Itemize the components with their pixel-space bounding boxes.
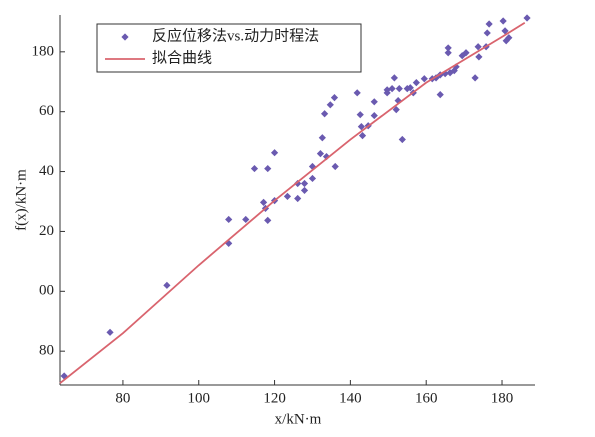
point <box>294 194 302 203</box>
point <box>294 179 302 188</box>
point <box>225 215 233 224</box>
point <box>358 132 367 140</box>
point <box>441 70 449 78</box>
y-tick-label: 180 <box>32 43 55 59</box>
y-tick-label: 80 <box>39 343 54 359</box>
point <box>398 135 406 144</box>
point <box>485 20 493 28</box>
point <box>353 89 361 97</box>
point <box>390 74 398 82</box>
point <box>331 162 339 171</box>
legend-label: 反应位移法vs.动力时程法 <box>152 26 319 44</box>
point <box>370 98 378 106</box>
point <box>499 17 507 25</box>
point <box>462 49 470 57</box>
x-tick-label: 120 <box>263 390 286 406</box>
point <box>475 53 483 61</box>
x-axis-label: x/kN·m <box>275 411 322 427</box>
point <box>412 79 420 87</box>
point <box>474 43 482 51</box>
point <box>471 74 479 82</box>
point <box>483 29 491 37</box>
legend-box <box>96 23 362 73</box>
point <box>300 186 309 195</box>
point <box>383 86 391 94</box>
x-tick-label: 180 <box>491 390 514 406</box>
point <box>330 94 339 102</box>
point <box>356 111 364 119</box>
point <box>420 75 428 83</box>
fit-line <box>59 22 526 384</box>
point <box>523 14 531 22</box>
point <box>436 91 444 99</box>
point <box>259 198 268 206</box>
point <box>163 281 171 289</box>
y-tick-label: 40 <box>39 163 54 179</box>
point <box>432 74 440 82</box>
point <box>270 149 279 157</box>
point <box>452 63 460 71</box>
point <box>242 215 250 224</box>
point <box>501 27 509 35</box>
point <box>444 49 452 57</box>
y-tick-label: 60 <box>39 103 54 119</box>
point <box>326 101 334 109</box>
point <box>283 192 292 201</box>
point <box>505 34 513 42</box>
point <box>318 134 326 142</box>
point <box>370 111 378 120</box>
point <box>403 85 411 93</box>
y-axis-label: f(x)/kN·m <box>13 169 29 231</box>
point <box>444 44 452 52</box>
point <box>316 150 325 158</box>
point <box>392 105 400 114</box>
point <box>264 164 272 173</box>
y-tick-label: 00 <box>39 283 54 299</box>
x-tick-label: 100 <box>187 390 210 406</box>
y-tick-label: 20 <box>39 223 54 239</box>
point <box>395 85 403 93</box>
point <box>300 179 309 188</box>
point <box>357 123 365 131</box>
point <box>264 216 272 224</box>
legend-marker <box>121 33 129 41</box>
x-tick-label: 160 <box>415 390 438 406</box>
x-tick-label: 140 <box>339 390 362 406</box>
point <box>458 52 466 60</box>
point <box>106 328 114 336</box>
point <box>308 174 317 183</box>
point <box>322 152 331 161</box>
point <box>321 110 329 118</box>
point <box>406 84 414 92</box>
legend-label: 拟合曲线 <box>152 49 212 66</box>
point <box>250 164 259 173</box>
point <box>388 85 396 93</box>
x-tick-label: 80 <box>115 390 130 406</box>
